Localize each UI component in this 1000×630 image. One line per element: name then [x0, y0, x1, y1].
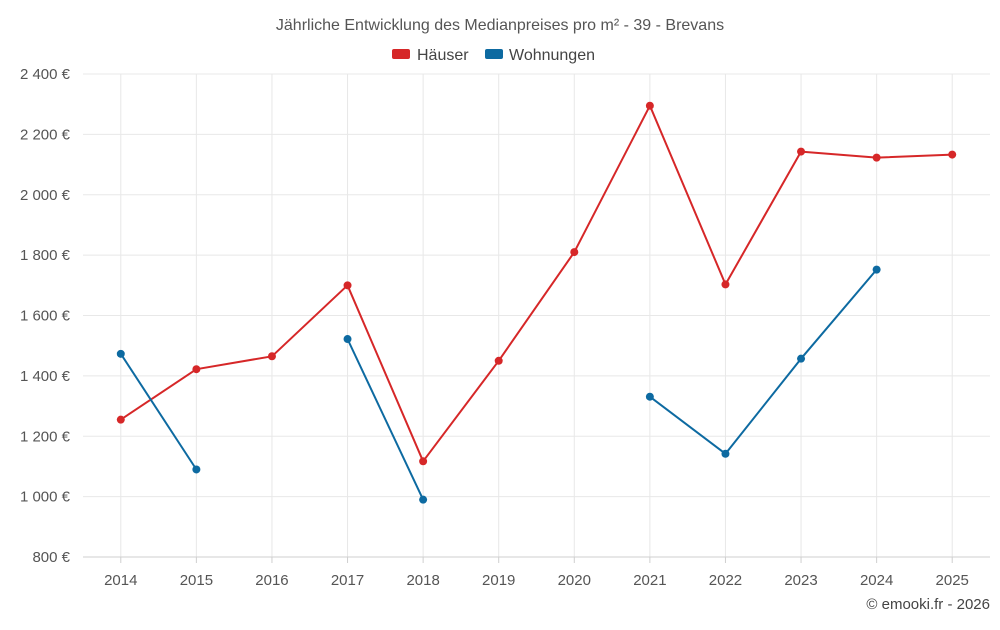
data-point-wohnungen[interactable] — [419, 495, 428, 504]
x-tick-label: 2019 — [482, 572, 515, 589]
y-tick-label: 1 600 € — [20, 308, 71, 325]
x-tick-label: 2023 — [784, 572, 817, 589]
data-point-haeuser[interactable] — [948, 150, 957, 159]
x-tick-label: 2022 — [709, 572, 742, 589]
data-point-wohnungen[interactable] — [116, 349, 125, 358]
data-point-wohnungen[interactable] — [872, 265, 881, 274]
data-point-haeuser[interactable] — [419, 457, 428, 466]
y-tick-label: 1 200 € — [20, 428, 71, 445]
data-point-haeuser[interactable] — [267, 352, 276, 361]
axes: 800 € 1 000 € 1 200 € 1 400 € 1 600 € 1 800 €… — [20, 66, 990, 589]
x-tick-label: 2017 — [331, 572, 364, 589]
x-tick-label: 2025 — [936, 572, 969, 589]
data-point-haeuser[interactable] — [872, 153, 881, 162]
data-point-haeuser[interactable] — [116, 415, 125, 424]
data-point-haeuser[interactable] — [494, 356, 503, 365]
y-tick-label: 1 800 € — [20, 247, 71, 264]
x-tick-label: 2015 — [180, 572, 213, 589]
x-tick-label: 2014 — [104, 572, 137, 589]
data-point-haeuser[interactable] — [343, 281, 352, 290]
data-point-haeuser[interactable] — [645, 101, 654, 110]
legend-label-haeuser[interactable]: Häuser — [417, 47, 469, 64]
legend-label-wohnungen[interactable]: Wohnungen — [509, 47, 595, 64]
x-tick-label: 2021 — [633, 572, 666, 589]
y-tick-label: 2 200 € — [20, 126, 71, 143]
data-point-wohnungen[interactable] — [192, 465, 201, 474]
series — [116, 101, 957, 504]
data-point-haeuser[interactable] — [570, 248, 579, 257]
x-tick-label: 2016 — [255, 572, 288, 589]
legend-swatch-haeuser — [392, 49, 410, 59]
data-point-wohnungen[interactable] — [721, 449, 730, 458]
series-line-haeuser — [120, 104, 953, 463]
y-tick-label: 2 400 € — [20, 66, 71, 83]
legend-swatch-wohnungen — [485, 49, 503, 59]
series-line-wohnungen — [346, 338, 425, 501]
chart-title: Jährliche Entwicklung des Medianpreises … — [276, 17, 724, 34]
data-point-wohnungen[interactable] — [797, 354, 806, 363]
gridlines — [83, 73, 990, 557]
legend: Häuser Wohnungen — [392, 47, 595, 64]
y-tick-label: 800 € — [32, 549, 70, 566]
data-point-wohnungen[interactable] — [645, 392, 654, 401]
x-tick-label: 2024 — [860, 572, 893, 589]
data-point-haeuser[interactable] — [721, 280, 730, 289]
series-line-wohnungen — [649, 268, 878, 455]
x-tick-label: 2020 — [558, 572, 591, 589]
y-tick-label: 2 000 € — [20, 187, 71, 204]
x-tick-label: 2018 — [406, 572, 439, 589]
data-point-haeuser[interactable] — [192, 365, 201, 374]
credit-text: © emooki.fr - 2026 — [866, 596, 990, 613]
series-line-wohnungen — [119, 353, 198, 471]
data-point-haeuser[interactable] — [797, 147, 806, 156]
y-tick-label: 1 400 € — [20, 368, 71, 385]
y-tick-label: 1 000 € — [20, 489, 71, 506]
data-point-wohnungen[interactable] — [343, 335, 352, 344]
